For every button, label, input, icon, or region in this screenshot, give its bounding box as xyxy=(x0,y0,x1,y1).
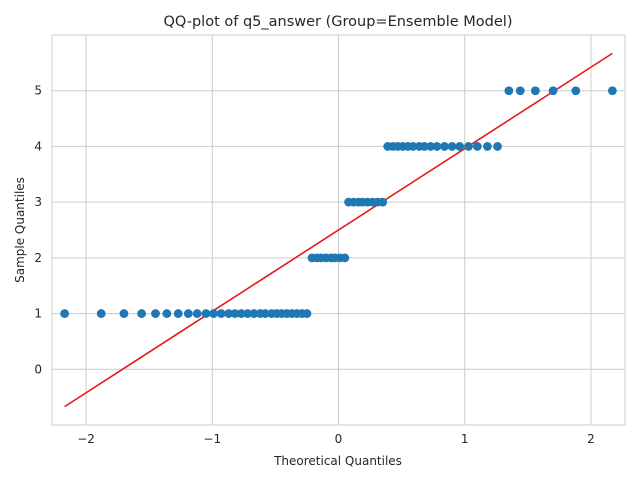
reference-line xyxy=(64,52,613,408)
y-tick-label: 5 xyxy=(34,84,42,98)
data-point xyxy=(162,309,172,318)
x-tick-label: −1 xyxy=(203,432,221,446)
y-tick-label: 0 xyxy=(34,362,42,376)
data-point xyxy=(183,309,193,318)
x-tick-label: −2 xyxy=(77,432,95,446)
data-point xyxy=(340,253,350,263)
data-point xyxy=(571,86,581,96)
data-point xyxy=(302,309,312,318)
data-points-layer xyxy=(60,86,617,318)
data-point xyxy=(432,142,442,151)
x-tick-label: 1 xyxy=(461,432,469,446)
data-point xyxy=(119,309,129,318)
data-point xyxy=(137,309,147,318)
data-point xyxy=(440,142,449,151)
y-tick-label: 1 xyxy=(34,307,42,321)
data-point xyxy=(236,309,246,318)
plot-frame xyxy=(51,34,626,426)
data-point xyxy=(455,142,465,151)
x-tick-label: 0 xyxy=(335,432,343,446)
grid xyxy=(52,35,625,425)
data-point xyxy=(378,197,388,207)
y-tick-label: 3 xyxy=(34,195,42,209)
data-point xyxy=(96,309,106,318)
data-point xyxy=(447,142,457,151)
data-point xyxy=(607,86,617,96)
data-point xyxy=(216,309,226,318)
x-tick-labels: −2 −1 0 1 2 xyxy=(77,432,595,446)
reference-line-layer xyxy=(64,52,613,408)
data-point xyxy=(472,142,482,151)
y-tick-labels: 0 1 2 3 4 5 xyxy=(34,84,42,377)
data-point xyxy=(173,309,183,318)
data-point xyxy=(426,142,436,151)
data-point xyxy=(260,309,270,318)
y-tick-label: 4 xyxy=(34,139,42,153)
data-point xyxy=(483,142,492,151)
data-point xyxy=(224,309,234,318)
data-point xyxy=(530,86,540,96)
data-point xyxy=(419,142,429,151)
data-point xyxy=(201,309,211,318)
x-axis-label: Theoretical Quantiles xyxy=(273,454,402,468)
data-point xyxy=(151,309,160,318)
x-tick-label: 2 xyxy=(587,432,595,446)
data-point xyxy=(243,309,253,318)
data-point xyxy=(408,142,418,151)
data-point xyxy=(493,142,502,151)
data-point xyxy=(504,86,514,96)
data-point xyxy=(464,142,473,151)
data-point xyxy=(60,309,70,318)
y-tick-label: 2 xyxy=(34,251,42,265)
data-point xyxy=(515,86,525,96)
chart-title: QQ-plot of q5_answer (Group=Ensemble Mod… xyxy=(164,14,513,30)
data-point xyxy=(249,309,259,318)
data-point xyxy=(192,309,202,318)
data-point xyxy=(209,309,218,318)
data-point xyxy=(548,86,558,96)
y-axis-label: Sample Quantiles xyxy=(13,177,27,283)
data-point xyxy=(230,309,240,318)
